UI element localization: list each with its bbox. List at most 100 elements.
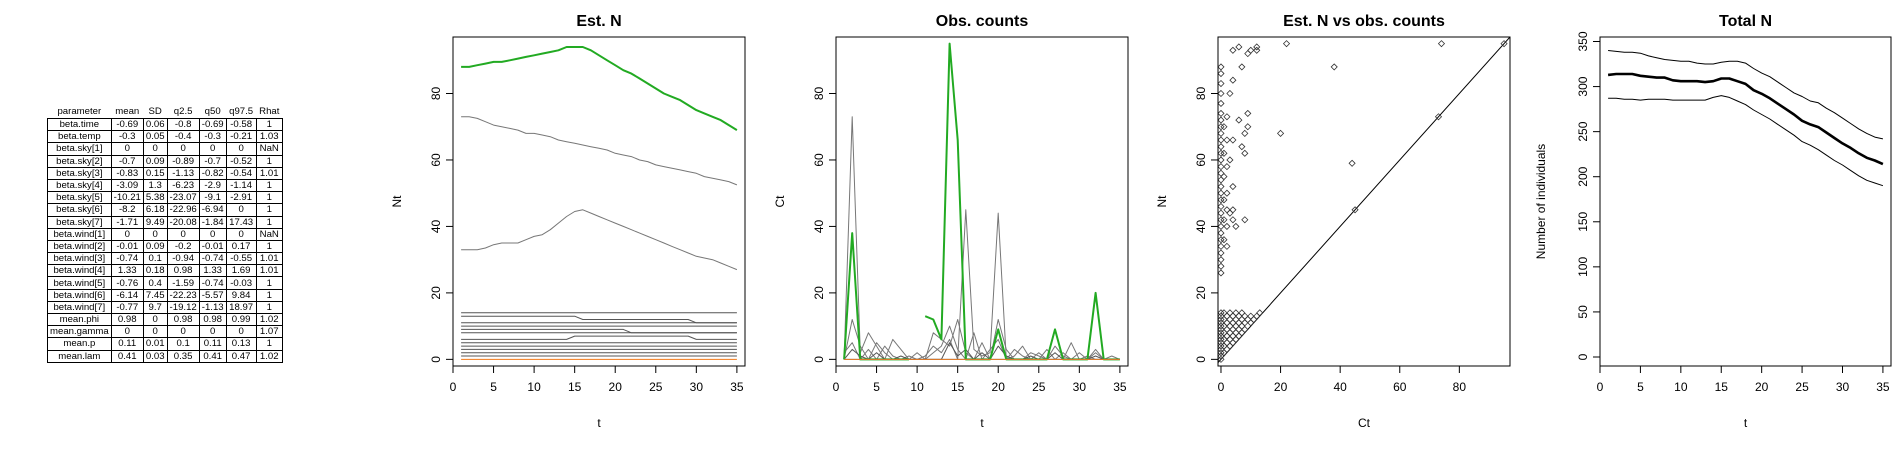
scatter-point (1229, 136, 1237, 144)
scatter-point (1223, 222, 1231, 230)
table-row: beta.wind[7] -0.77 9.7 -19.12 -1.13 18.97 1 (47, 300, 283, 315)
scatter-point (1218, 202, 1225, 211)
table-row: beta.sky[6] -8.2 6.18 -22.96 -6.94 0 1 (47, 203, 283, 217)
scatter-point (1238, 143, 1246, 151)
table-row: beta.temp -0.3 0.05 -0.4 -0.3 -0.21 1.03 (47, 130, 283, 144)
scatter-point (1218, 189, 1225, 197)
scatter-point (1218, 196, 1225, 204)
scatter-point (1238, 315, 1246, 324)
scatter-point (1218, 79, 1225, 88)
summary-table-header: parameter mean SD q2.5 q50 q97.5 Rhat (48, 106, 283, 119)
scatter-point (1241, 319, 1249, 327)
scatter-point (1235, 332, 1243, 340)
y-axis-label: Number of individuals (1534, 144, 1548, 259)
table-row: beta.sky[1] 0 0 0 0 0 NaN (47, 142, 283, 156)
column-header-q2-5: q2.5 (173, 106, 193, 117)
x-tick-label: 0 (450, 380, 457, 394)
chart-1: Est. N t Nt 0 5 10 15 20 25 30 35 0 20 40 60 80 (390, 13, 746, 430)
y-axis-label: Nt (1155, 195, 1169, 208)
x-tick-label: 30 (1073, 380, 1087, 394)
scatter-point (1232, 335, 1240, 343)
scatter-point (1226, 322, 1234, 330)
scatter-point (1238, 63, 1246, 71)
scatter-point (1235, 319, 1243, 327)
scatter-point (1218, 99, 1225, 108)
scatter-point (1229, 325, 1237, 334)
scatter-point (1232, 309, 1240, 317)
x-tick-label: 5 (1637, 380, 1644, 394)
series-line-8 (461, 328, 737, 334)
scatter-point (1218, 329, 1225, 337)
scatter-point (1226, 156, 1234, 164)
table-row: beta.time -0.69 0.06 -0.8 -0.69 -0.58 1 (47, 117, 283, 132)
scatter-point (1218, 116, 1225, 124)
scatter-point (1218, 269, 1225, 277)
scatter-point (1218, 349, 1225, 357)
scatter-point (1256, 309, 1264, 317)
scatter-point (1244, 50, 1252, 58)
scatter-point (1218, 136, 1225, 144)
series-line-2 (843, 319, 1120, 360)
column-header-rhat: Rhat (259, 106, 280, 117)
y-tick-label: 0 (429, 356, 443, 363)
scatter-point (1218, 355, 1225, 363)
scatter-point (1434, 113, 1443, 121)
scatter-point (1235, 312, 1243, 320)
scatter-point (1232, 322, 1240, 330)
chart-3: Est. N vs obs. counts Ct Nt 0 20 40 60 80 0 20 40 6… (1155, 13, 1511, 430)
scatter-point (1218, 229, 1225, 237)
table-row: beta.sky[7] -1.71 9.49 -20.08 -1.84 17.43 1 (47, 215, 283, 229)
scatter-point (1229, 339, 1237, 347)
scatter-point (1241, 149, 1249, 157)
scatter-point (1238, 309, 1246, 317)
table-cell: mean.lam (47, 349, 112, 363)
table-row: mean.gamma 0 0 0 0 0 1.07 (47, 325, 283, 339)
scatter-point (1226, 329, 1234, 337)
series-line-1 (1607, 72, 1884, 166)
plot-frame (1599, 36, 1892, 367)
table-row: mean.lam 0.41 0.03 0.35 0.41 0.47 1.02 (47, 349, 283, 363)
scatter-point (1220, 216, 1228, 224)
table-cell: 0.41 (198, 349, 227, 363)
scatter-point (1218, 222, 1225, 230)
scatter-point (1218, 69, 1225, 78)
y-tick-label: 80 (429, 87, 443, 101)
column-header-q50: q50 (204, 106, 221, 117)
scatter-point (1253, 312, 1261, 320)
scatter-point (1229, 182, 1237, 191)
scatter-point (1238, 322, 1246, 330)
scatter-point (1220, 149, 1228, 157)
scatter-point (1226, 342, 1234, 350)
table-row: mean.phi 0.98 0 0.98 0.98 0.99 1.02 (47, 312, 283, 327)
y-tick-label: 150 (1576, 211, 1590, 231)
summary-table: parameter mean SD q2.5 q50 q97.5 Rhat beta.tim… (47, 106, 283, 363)
series-line-5 (924, 42, 1120, 361)
summary-table-body: beta.time -0.69 0.06 -0.8 -0.69 -0.58 1 beta.te… (47, 117, 283, 363)
x-axis-label: Ct (1358, 416, 1371, 430)
y-tick-label: 350 (1576, 31, 1590, 51)
plot-frame (1217, 36, 1511, 367)
x-axis-label: t (1744, 416, 1748, 430)
column-header-mean: mean (115, 106, 140, 117)
y-tick-label: 0 (1194, 356, 1208, 363)
scatter-point (1223, 345, 1231, 353)
chart-title: Est. N vs obs. counts (1283, 13, 1445, 30)
scatter-point (1218, 182, 1225, 191)
x-tick-label: 20 (609, 380, 623, 394)
y-tick-label: 20 (429, 286, 443, 300)
y-tick-label: 60 (1194, 153, 1208, 167)
scatter-point (1235, 116, 1243, 124)
scatter-point (1253, 46, 1261, 54)
x-tick-label: 0 (1597, 380, 1604, 394)
plot-frame (452, 36, 746, 367)
chart-2: Obs. counts t Ct 0 5 10 15 20 25 30 35 0 20 40 60 80 (773, 13, 1129, 430)
chart-title: Obs. counts (936, 13, 1029, 30)
y-tick-label: 300 (1576, 76, 1590, 96)
scatter-point (1220, 196, 1228, 204)
y-tick-label: 200 (1576, 166, 1590, 186)
x-tick-label: 35 (1876, 380, 1890, 394)
scatter-point (1218, 149, 1225, 157)
column-header-parameter: parameter (57, 106, 102, 117)
scatter-point (1218, 236, 1225, 244)
scatter-point (1229, 312, 1237, 320)
